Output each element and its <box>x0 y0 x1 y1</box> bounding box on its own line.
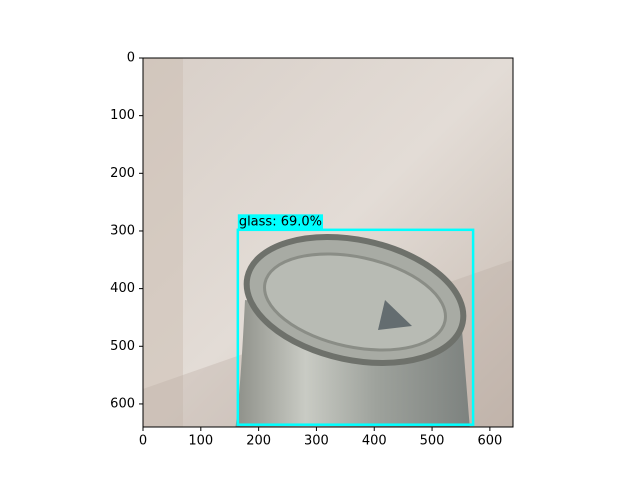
x-tick-label: 400 <box>362 434 387 449</box>
y-tick-label: 600 <box>110 396 135 411</box>
y-tick-label: 100 <box>110 108 135 123</box>
y-tick-label: 400 <box>110 281 135 296</box>
x-tick-label: 0 <box>139 434 147 449</box>
y-tick-label: 500 <box>110 339 135 354</box>
label-background <box>237 214 323 230</box>
axes-frame <box>142 57 514 428</box>
y-tick-label: 0 <box>127 51 135 66</box>
x-tick-label: 600 <box>477 434 502 449</box>
x-tick-label: 300 <box>304 434 329 449</box>
photo <box>143 58 513 427</box>
x-tick-label: 200 <box>246 434 271 449</box>
detection-box <box>236 228 475 426</box>
y-tick-label: 300 <box>110 223 135 238</box>
x-tick-label: 500 <box>420 434 445 449</box>
y-tick-label: 200 <box>110 166 135 181</box>
detection-label: glass: 69.0% <box>239 214 322 229</box>
x-tick-label: 100 <box>188 434 213 449</box>
